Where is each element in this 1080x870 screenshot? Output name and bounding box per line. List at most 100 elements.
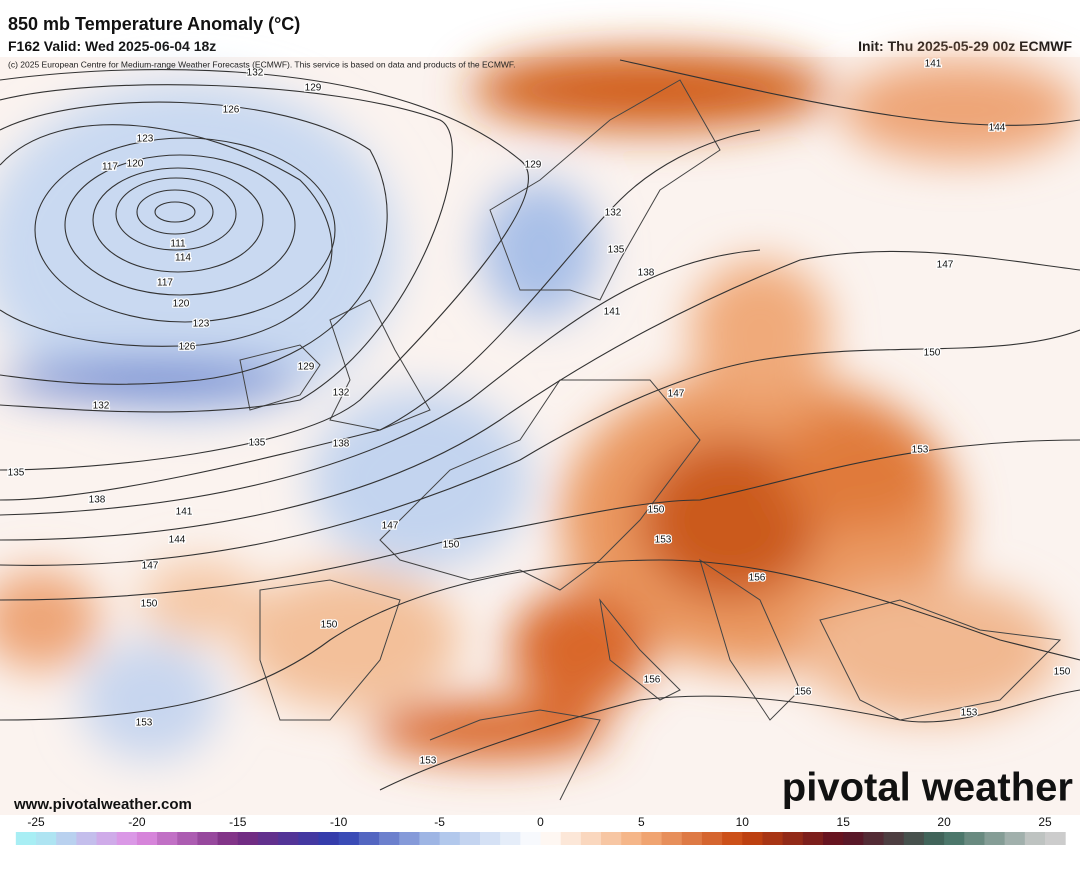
copyright: (c) 2025 European Centre for Medium-rang… [8,59,516,69]
contour-label: 147 [142,561,159,572]
colorbar-cell [338,832,360,845]
contour-label: 114 [175,253,191,264]
colorbar-tick-label: -20 [128,815,146,829]
colorbar-tick-label: -10 [330,815,348,829]
colorbar-cell [701,832,723,845]
contour-label: 117 [102,162,118,173]
contour-label: 120 [127,159,144,170]
colorbar-cell [722,832,743,845]
contour-label: 141 [925,59,942,70]
contour-label: 153 [136,718,153,729]
colorbar-cell [399,832,420,845]
colorbar-cell [197,832,219,845]
contour-label: 135 [249,438,266,449]
colorbar-cell [459,832,481,845]
colorbar-cell [15,832,37,845]
colorbar-tick-label: 10 [736,815,750,829]
contour-label: 129 [525,160,542,171]
colorbar-cell [419,832,441,845]
colorbar-cell [96,832,118,845]
anomaly-field [0,50,1080,815]
website: www.pivotalweather.com [13,796,192,813]
contour-label: 153 [961,708,978,719]
contour-label: 123 [137,134,154,145]
colorbar-cell [823,832,844,845]
colorbar-cell [257,832,279,845]
colorbar-cell [843,832,864,845]
contour-label: 129 [305,83,322,94]
colorbar-tick-label: 5 [638,815,645,829]
colorbar-cell [863,832,885,845]
contour-label: 150 [443,540,460,551]
colorbar-cell [56,832,77,845]
colorbar-cell [358,832,380,845]
colorbar-tick-label: 25 [1038,815,1052,829]
contour-label: 153 [655,535,672,546]
contour-label: 150 [1054,667,1071,678]
valid-time: F162 Valid: Wed 2025-06-04 18z [8,38,217,54]
coastlines [239,79,1062,801]
colorbar-cell [742,832,763,845]
colorbar-cell [479,832,501,845]
colorbar-cell [782,832,804,845]
colorbar-cell [944,832,965,845]
colorbar: -25 -20 -15 -10 -5 0 5 10 15 20 25 [15,815,1066,845]
contour-label: 138 [89,495,106,506]
colorbar-cell [76,832,98,845]
colorbar-cell [177,832,198,845]
colorbar-cell [661,832,683,845]
contour-label: 144 [989,123,1006,134]
colorbar-cell [520,832,541,845]
contour-label: 156 [644,675,661,686]
contour-label: 156 [749,573,766,584]
contour-label: 144 [169,535,186,546]
contour-label: 126 [223,105,240,116]
contour-label: 153 [420,756,437,767]
colorbar-cell [923,832,945,845]
contour-label: 150 [141,599,158,610]
contour-label: 123 [193,319,210,330]
colorbar-cell [681,832,703,845]
colorbar-cell [641,832,663,845]
colorbar-cell [379,832,400,845]
contour-label: 111 [170,239,186,250]
colorbar-cell [237,832,259,845]
colorbar-cell [802,832,824,845]
contour-label: 150 [648,505,665,516]
init-time: Init: Thu 2025-05-29 00z ECMWF [858,38,1072,54]
colorbar-cell [217,832,239,845]
colorbar-cell [298,832,320,845]
contour-label: 141 [604,307,621,318]
contour-label: 147 [937,260,954,271]
colorbar-tick-label: 20 [937,815,951,829]
colorbar-cell [903,832,925,845]
colorbar-cell [116,832,138,845]
contour-label: 120 [173,299,190,310]
contour-label: 147 [668,389,685,400]
colorbar-cell [540,832,562,845]
colorbar-cell [1004,832,1026,845]
contour-label: 135 [608,245,625,256]
contour-label: 132 [333,388,350,399]
colorbar-cell [762,832,784,845]
colorbar-cell [883,832,905,845]
colorbar-tick-label: -15 [229,815,247,829]
colorbar-cell [439,832,461,845]
colorbar-cell [500,832,521,845]
colorbar-cell [136,832,158,845]
contour-label: 156 [795,687,812,698]
colorbar-cell [157,832,178,845]
colorbar-tick-label: 0 [537,815,544,829]
colorbar-cell [318,832,340,845]
colorbar-tick-label: 15 [837,815,851,829]
contour-label: 132 [247,68,264,79]
contour-label: 147 [382,521,399,532]
contour-label: 132 [605,208,622,219]
contour-label: 138 [638,268,655,279]
colorbar-tick-label: -5 [434,815,445,829]
logo: pivotal weather [782,766,1073,810]
anomaly-blobs [0,50,1080,760]
colorbar-cell [621,832,642,845]
